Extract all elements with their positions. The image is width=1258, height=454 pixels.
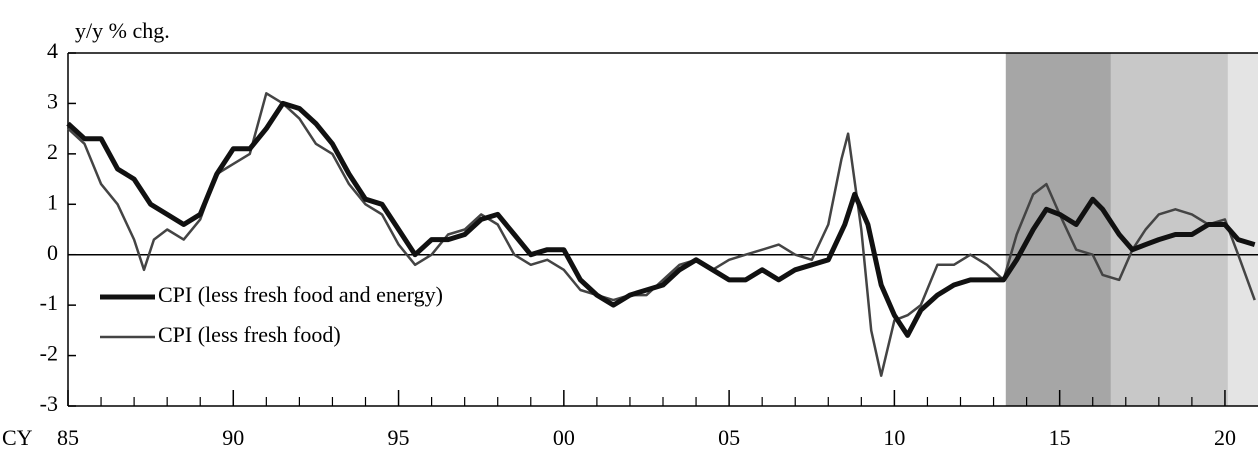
y-tick-label: 3	[47, 88, 58, 113]
x-tick-label: 05	[718, 425, 740, 450]
x-tick-label: 10	[883, 425, 905, 450]
x-tick-label: 90	[222, 425, 244, 450]
shaded-region	[1110, 53, 1228, 406]
x-tick-label: 85	[57, 425, 79, 450]
legend-label: CPI (less fresh food)	[158, 322, 341, 347]
y-tick-label: -2	[40, 341, 58, 366]
y-axis-label: y/y % chg.	[75, 18, 170, 43]
background-layer	[1005, 53, 1258, 406]
x-tick-label: 00	[553, 425, 575, 450]
x-axis-label: CY	[2, 425, 33, 450]
y-tick-label: 2	[47, 139, 58, 164]
shaded-region	[1227, 53, 1258, 406]
y-tick-label: 1	[47, 189, 58, 214]
y-tick-label: 4	[47, 38, 58, 63]
x-tick-label: 20	[1214, 425, 1236, 450]
y-tick-label: -1	[40, 290, 58, 315]
y-tick-label: 0	[47, 240, 58, 265]
x-tick-label: 95	[388, 425, 410, 450]
series-line	[66, 100, 1256, 338]
legend-label: CPI (less fresh food and energy)	[158, 282, 443, 307]
y-tick-label: -3	[40, 391, 58, 416]
x-tick-label: 15	[1049, 425, 1071, 450]
shaded-region	[1005, 53, 1111, 406]
